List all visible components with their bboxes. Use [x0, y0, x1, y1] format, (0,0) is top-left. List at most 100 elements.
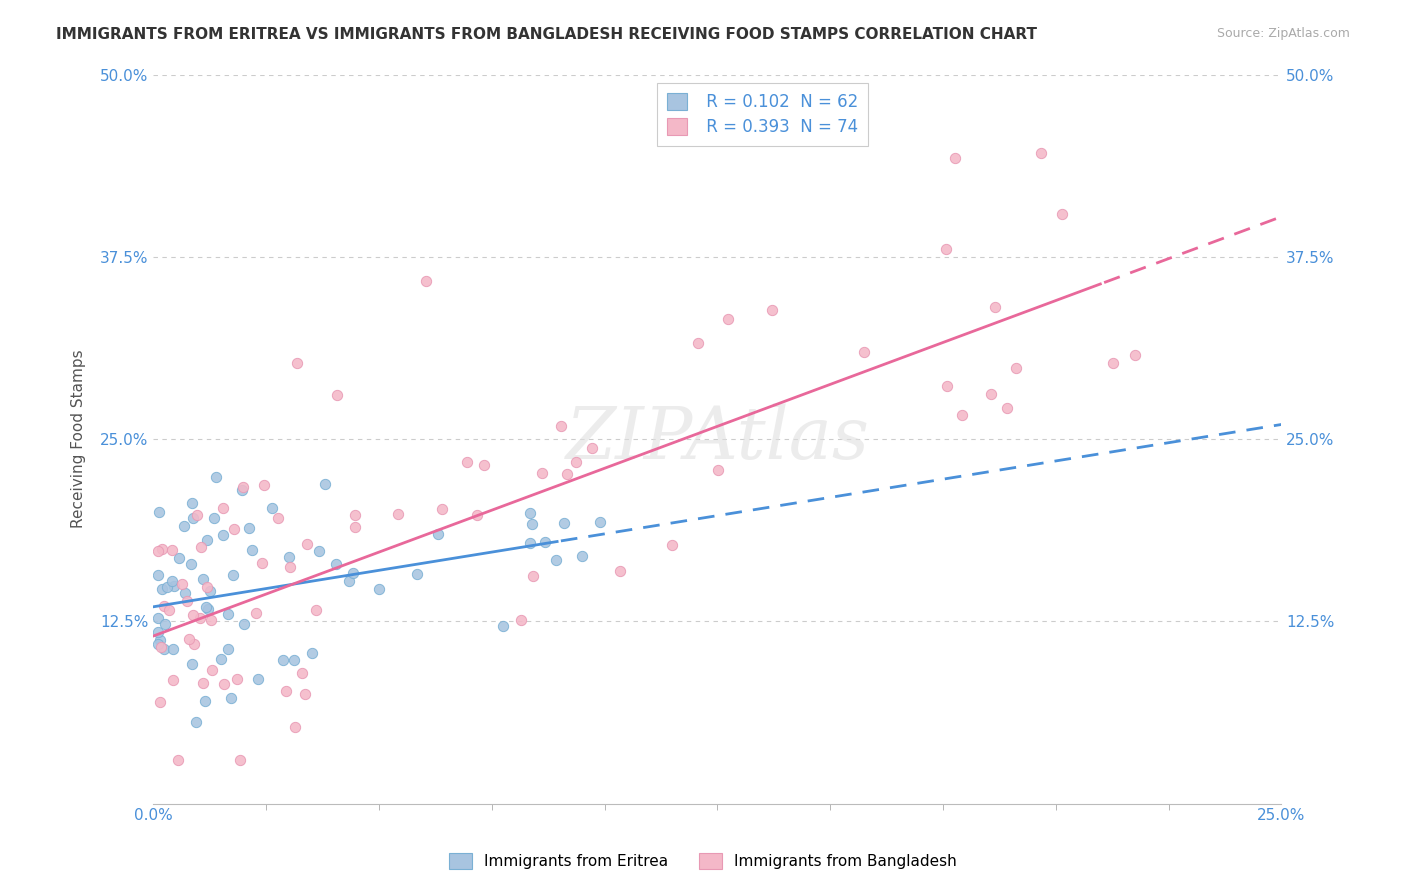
Point [181, 608, 204, 623]
Point [217, 642, 239, 657]
Point [943, 151, 966, 165]
Point [195, 533, 218, 548]
Point [226, 672, 249, 686]
Point [186, 508, 208, 523]
Point [717, 312, 740, 326]
Point [342, 566, 364, 581]
Point [277, 550, 299, 565]
Point [314, 476, 336, 491]
Point [294, 687, 316, 701]
Point [456, 455, 478, 469]
Point [571, 549, 593, 563]
Legend: Immigrants from Eritrea, Immigrants from Bangladesh: Immigrants from Eritrea, Immigrants from… [443, 847, 963, 875]
Point [188, 610, 211, 624]
Point [271, 653, 294, 667]
Point [202, 511, 225, 525]
Point [167, 551, 190, 566]
Point [950, 408, 973, 422]
Point [405, 566, 427, 581]
Point [219, 690, 242, 705]
Point [301, 646, 323, 660]
Point [184, 714, 207, 729]
Text: Source: ZipAtlas.com: Source: ZipAtlas.com [1216, 27, 1350, 40]
Point [1004, 361, 1026, 376]
Point [247, 672, 270, 686]
Point [686, 335, 709, 350]
Point [387, 508, 409, 522]
Point [553, 516, 575, 530]
Point [245, 607, 267, 621]
Point [291, 665, 314, 680]
Point [150, 582, 173, 596]
Point [222, 568, 245, 582]
Point [233, 617, 256, 632]
Point [194, 694, 217, 708]
Point [285, 356, 308, 370]
Point [231, 483, 253, 497]
Point [183, 637, 205, 651]
Point [295, 536, 318, 550]
Point [217, 607, 239, 621]
Point [166, 753, 188, 767]
Point [546, 552, 568, 566]
Point [984, 301, 1007, 315]
Point [162, 641, 184, 656]
Point [180, 557, 202, 571]
Point [308, 543, 330, 558]
Point [146, 611, 169, 625]
Point [150, 541, 173, 556]
Text: ZIPAtlas: ZIPAtlas [565, 404, 869, 475]
Point [492, 619, 515, 633]
Point [995, 401, 1018, 415]
Point [170, 577, 193, 591]
Point [195, 580, 218, 594]
Point [177, 632, 200, 646]
Point [156, 580, 179, 594]
Point [935, 379, 957, 393]
Point [211, 528, 233, 542]
Point [155, 617, 177, 632]
Point [212, 677, 235, 691]
Point [326, 388, 349, 402]
Point [250, 556, 273, 570]
Point [1123, 349, 1146, 363]
Point [205, 470, 228, 484]
Point [146, 624, 169, 639]
Point [194, 599, 217, 614]
Point [197, 602, 219, 616]
Point [191, 676, 214, 690]
Legend:  R = 0.102  N = 62,  R = 0.393  N = 74: R = 0.102 N = 62, R = 0.393 N = 74 [657, 83, 868, 146]
Point [163, 579, 186, 593]
Point [157, 603, 180, 617]
Point [149, 633, 172, 648]
Point [201, 663, 224, 677]
Point [588, 515, 610, 529]
Point [238, 521, 260, 535]
Point [344, 508, 367, 522]
Point [581, 441, 603, 455]
Point [609, 565, 631, 579]
Point [183, 511, 205, 525]
Point [337, 574, 360, 588]
Point [149, 695, 172, 709]
Point [550, 418, 572, 433]
Point [278, 560, 301, 574]
Point [193, 573, 215, 587]
Point [200, 613, 222, 627]
Point [1102, 356, 1125, 370]
Point [325, 557, 347, 571]
Point [274, 684, 297, 698]
Point [150, 640, 173, 654]
Point [174, 586, 197, 600]
Point [344, 520, 367, 534]
Text: IMMIGRANTS FROM ERITREA VS IMMIGRANTS FROM BANGLADESH RECEIVING FOOD STAMPS CORR: IMMIGRANTS FROM ERITREA VS IMMIGRANTS FR… [56, 27, 1038, 42]
Y-axis label: Receiving Food Stamps: Receiving Food Stamps [72, 350, 86, 528]
Point [209, 651, 232, 665]
Point [181, 657, 204, 672]
Point [190, 540, 212, 554]
Point [522, 517, 544, 532]
Point [283, 653, 305, 667]
Point [152, 641, 174, 656]
Point [368, 582, 391, 596]
Point [148, 505, 170, 519]
